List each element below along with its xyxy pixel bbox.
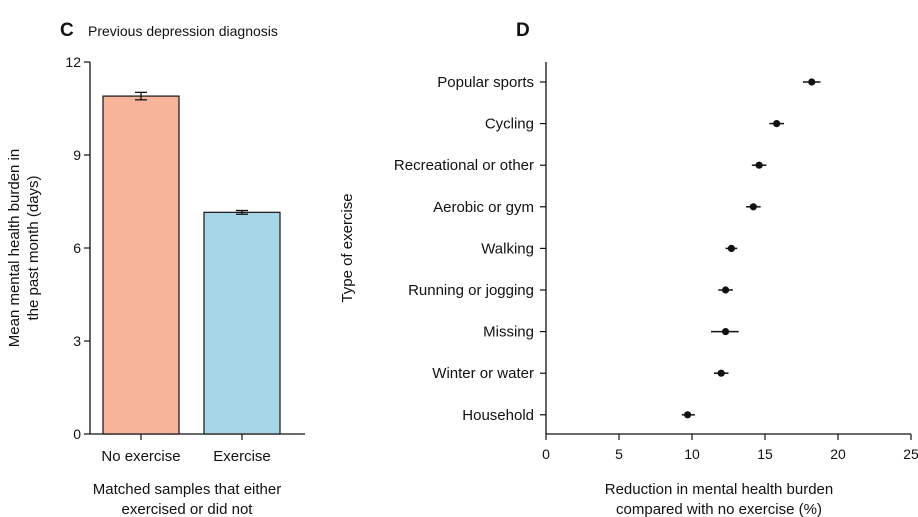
panel-c-title: Previous depression diagnosis: [88, 23, 278, 39]
panel-d-x-label-line-2: compared with no exercise (%): [616, 501, 822, 517]
panel-d-category-label: Aerobic or gym: [433, 199, 534, 216]
panel-c-bars: [102, 91, 281, 435]
panel-c-bar-chart: C Previous depression diagnosis 0 3 6 9 12 N…: [6, 20, 305, 517]
panel-c-x-axis-label: Matched samples that either exercised or …: [93, 481, 281, 517]
panel-d-point: [755, 161, 763, 169]
panel-d-y-axis-label: Type of exercise: [339, 193, 356, 302]
panel-d-x-tick-label: 0: [542, 446, 550, 462]
panel-d-point: [808, 78, 816, 86]
panel-c-y-tick-label: 9: [73, 147, 81, 163]
panel-c-x-tick-label: Exercise: [213, 448, 271, 465]
panel-d-point: [684, 411, 692, 419]
panel-d-x-tick-label: 25: [903, 446, 918, 462]
panel-d-x-label-line-1: Reduction in mental health burden: [605, 481, 834, 498]
panel-d-category-label: Recreational or other: [394, 157, 534, 174]
panel-d-point: [727, 244, 736, 252]
panel-d-point: [773, 120, 781, 128]
panel-c-x-label-line-2: exercised or did not: [122, 501, 254, 517]
panel-c-y-label-line-1: Mean mental health burden in: [6, 149, 23, 347]
panel-c-y-tick-label: 6: [73, 240, 81, 256]
panel-d-category-label: Missing: [483, 324, 534, 341]
panel-d-x-axis-label: Reduction in mental health burden compare…: [605, 481, 834, 517]
panel-d-y-axis: Popular sports Cycling Recreational or oth…: [394, 62, 547, 434]
panel-d-x-axis: 0 5 10 15 20 25: [542, 433, 918, 462]
panel-d-point: [721, 286, 730, 294]
panel-c-x-tick-label: No exercise: [101, 448, 180, 465]
panel-c-y-label-line-2: the past month (days): [25, 175, 42, 320]
panel-d-category-label: Popular sports: [437, 74, 534, 91]
panel-c-bar: [102, 95, 180, 435]
panel-d-category-label: Household: [462, 407, 534, 424]
panel-d-x-tick-label: 20: [830, 446, 846, 462]
panel-d-category-label: Winter or water: [432, 365, 534, 382]
panel-d-x-tick-label: 10: [684, 446, 700, 462]
panel-d-x-tick-label: 5: [615, 446, 623, 462]
panel-c-letter: C: [60, 20, 74, 41]
panel-d-letter: D: [516, 20, 530, 41]
panel-d-category-label: Cycling: [485, 116, 534, 133]
panel-c-x-axis: No exercise Exercise: [90, 433, 305, 465]
panel-c-y-tick-label: 3: [73, 333, 81, 349]
panel-c-x-label-line-1: Matched samples that either: [93, 481, 281, 498]
panel-d-forest-plot: D Popular sports Cycling Recreational or o…: [339, 20, 918, 517]
panel-d-point: [749, 203, 757, 211]
panel-d-point: [721, 328, 730, 336]
panel-d-category-label: Running or jogging: [408, 282, 534, 299]
panel-d-points: [681, 78, 821, 419]
panel-c-y-axis-label: Mean mental health burden in the past mon…: [6, 149, 42, 347]
panel-c-y-tick-label: 12: [65, 54, 81, 70]
panel-c-bar: [203, 211, 281, 435]
panel-c-y-tick-label: 0: [73, 426, 81, 442]
panel-c-y-axis: 0 3 6 9 12: [65, 54, 91, 442]
panel-d-category-label: Walking: [481, 240, 534, 257]
panel-d-point: [717, 369, 725, 377]
panel-d-y-label: Type of exercise: [339, 193, 356, 302]
panel-d-x-tick-label: 15: [757, 446, 773, 462]
